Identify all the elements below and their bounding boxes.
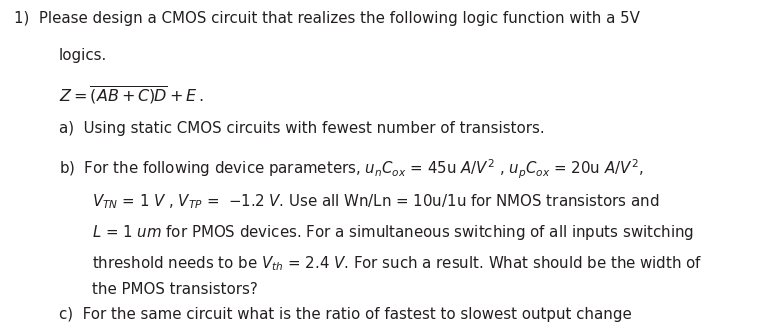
Text: $Z = \overline{(AB + C)D} + E\,.$: $Z = \overline{(AB + C)D} + E\,.$ — [59, 85, 203, 107]
Text: threshold needs to be $V_{th}$ = 2.4 $V$. For such a result. What should be the : threshold needs to be $V_{th}$ = 2.4 $V$… — [92, 254, 703, 273]
Text: 1)  Please design a CMOS circuit that realizes the following logic function with: 1) Please design a CMOS circuit that rea… — [14, 11, 640, 27]
Text: the PMOS transistors?: the PMOS transistors? — [92, 282, 258, 297]
Text: $V_{TN}$ = 1 $V$ , $V_{TP}$ =  −1.2 $V$. Use all Wn/Ln = 10u/1u for NMOS transis: $V_{TN}$ = 1 $V$ , $V_{TP}$ = −1.2 $V$. … — [92, 192, 659, 211]
Text: b)  For the following device parameters, $u_nC_{ox}$ = 45u $A/V^2$ , $u_pC_{ox}$: b) For the following device parameters, … — [59, 157, 643, 181]
Text: logics.: logics. — [59, 48, 107, 63]
Text: $L$ = 1 $um$ for PMOS devices. For a simultaneous switching of all inputs switch: $L$ = 1 $um$ for PMOS devices. For a sim… — [92, 223, 694, 242]
Text: c)  For the same circuit what is the ratio of fastest to slowest output change: c) For the same circuit what is the rati… — [59, 307, 631, 322]
Text: a)  Using static CMOS circuits with fewest number of transistors.: a) Using static CMOS circuits with fewes… — [59, 121, 544, 136]
